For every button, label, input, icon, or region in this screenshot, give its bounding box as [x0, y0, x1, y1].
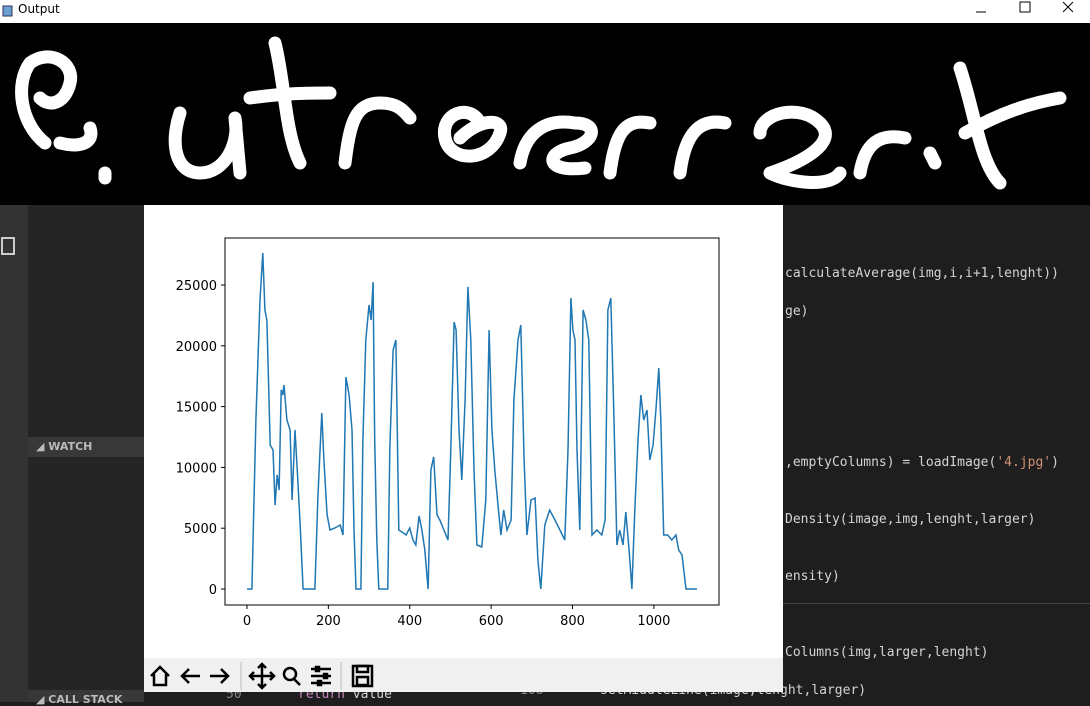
code-text: Density(image,img,lenght,larger)	[785, 512, 1036, 527]
code-text: calculateAverage(img,i,i+1,lenght))	[785, 266, 1059, 281]
zoom-button[interactable]	[282, 666, 301, 686]
save-button[interactable]	[351, 664, 374, 688]
y-tick-label: 15000	[176, 401, 217, 416]
watch-label: ◢ WATCH	[36, 440, 93, 453]
code-text: Columns(img,larger,lenght)	[785, 645, 989, 660]
code-string: '4.jpg'	[996, 455, 1052, 470]
configure-button[interactable]	[311, 665, 331, 687]
code-line: ensity)	[785, 569, 840, 585]
code-line: Columns(img,larger,lenght)	[785, 645, 989, 661]
editor	[783, 205, 1090, 702]
call-stack-label: ◢ CALL STACK	[36, 693, 123, 706]
plot-frame	[224, 237, 720, 606]
code-text: )	[1051, 455, 1059, 470]
back-button[interactable]	[180, 668, 200, 684]
watch-text: WATCH	[48, 440, 93, 453]
x-tick-label: 600	[479, 614, 504, 629]
chart: 0 5000 10000 15000 20000 25000 0 200 400 600 800 10…	[176, 237, 720, 629]
y-tick-label: 0	[209, 583, 217, 598]
x-tick-label: 400	[397, 614, 422, 629]
code-line: Density(image,img,lenght,larger)	[785, 512, 1035, 528]
watch-header[interactable]	[28, 437, 144, 457]
y-tick-label: 5000	[184, 522, 217, 537]
x-tick-label: 200	[316, 614, 341, 629]
call-stack-text: CALL STACK	[48, 693, 123, 706]
figure-window: 0 5000 10000 15000 20000 25000 0 200 400 600 800 10…	[144, 205, 783, 692]
window-title: Output	[18, 2, 60, 16]
side-panel: ◢ WATCH ◢ CALL STACK	[28, 205, 144, 706]
home-button[interactable]	[150, 665, 170, 687]
forward-button[interactable]	[210, 668, 230, 684]
activity-bar	[0, 205, 28, 702]
code-text: ,emptyColumns) = loadImage(	[785, 455, 997, 470]
y-tick-label: 20000	[176, 340, 217, 355]
code-line: calculateAverage(img,i,i+1,lenght))	[785, 266, 1059, 282]
pan-button[interactable]	[248, 662, 276, 690]
code-line: ge)	[785, 304, 808, 320]
toolbar	[144, 658, 783, 692]
code-text: ge)	[785, 304, 809, 319]
y-tick-label: 25000	[176, 279, 217, 294]
debug-icon[interactable]	[0, 235, 20, 259]
title-bar: Output	[0, 0, 1090, 23]
x-tick-label: 0	[243, 614, 251, 629]
data-line	[247, 252, 697, 590]
x-tick-label: 1000	[637, 614, 670, 629]
code-line: ,emptyColumns) = loadImage('4.jpg')	[785, 455, 1059, 471]
code-text: ensity)	[785, 569, 840, 584]
app-icon	[2, 5, 13, 17]
editor-divider	[783, 603, 1090, 604]
y-tick-label: 10000	[176, 461, 217, 476]
call-stack-header[interactable]	[28, 690, 144, 702]
toolbar-icons	[150, 662, 374, 690]
x-tick-label: 800	[560, 614, 585, 629]
handwriting-image	[0, 23, 1090, 205]
window-controls[interactable]	[960, 0, 1090, 23]
